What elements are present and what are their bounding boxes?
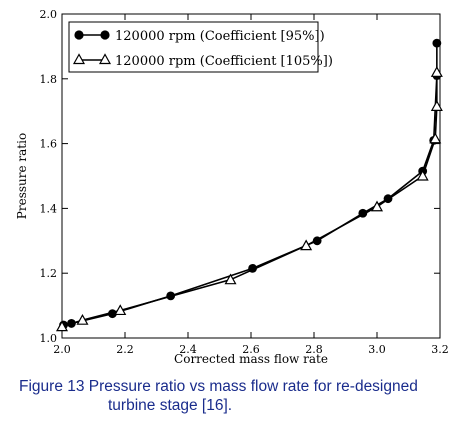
data-point-circle <box>67 319 76 328</box>
data-point-triangle <box>370 200 384 212</box>
x-tick-label: 2.0 <box>53 343 71 356</box>
data-point-circle <box>248 263 257 273</box>
data-point-triangle <box>55 320 69 332</box>
legend-circle-marker-right <box>100 30 110 40</box>
series-layer <box>55 38 443 332</box>
data-point-circle <box>358 208 368 218</box>
legend-triangle-marker-left <box>72 53 86 65</box>
x-tick-label: 2.2 <box>116 343 134 356</box>
x-tick-label: 2.8 <box>305 343 323 356</box>
legend-circle-marker-left <box>74 30 84 40</box>
x-axis-label: Corrected mass flow rate <box>174 352 328 366</box>
data-point-circle <box>432 38 442 48</box>
legend-label-95: 120000 rpm (Coefficient [95%]) <box>115 29 325 44</box>
legend: 120000 rpm (Coefficient [95%]) 120000 rp… <box>68 21 333 73</box>
x-tick-label: 3.0 <box>368 343 386 356</box>
y-tick-label: 1.0 <box>40 332 58 345</box>
caption-line-1: Figure 13 Pressure ratio vs mass flow ra… <box>19 378 418 395</box>
legend-triangle-marker-right <box>98 53 112 65</box>
y-tick-label: 1.6 <box>40 138 58 151</box>
series-line-1 <box>61 72 438 328</box>
data-point-triangle <box>430 100 443 111</box>
x-tick-label: 2.6 <box>242 343 260 356</box>
figure-caption: Figure 13 Pressure ratio vs mass flow ra… <box>19 377 467 415</box>
data-point-circle <box>108 309 117 319</box>
chart: 2.0 2.2 2.4 2.6 2.8 3.0 3.2 1.0 1.2 1.4 1.6 1.82.0 … <box>15 8 449 366</box>
data-point-triangle <box>430 66 443 77</box>
y-tick-label: 2.0 <box>40 8 58 21</box>
x-tick-label: 3.2 <box>431 343 449 356</box>
data-point-triangle <box>224 273 237 285</box>
data-point-triangle <box>429 132 442 144</box>
y-tick-label: 1.2 <box>40 267 58 280</box>
data-point-circle <box>383 194 393 204</box>
x-tick-label: 2.4 <box>179 343 197 356</box>
data-point-circle <box>166 291 176 301</box>
y-tick-label: 1.4 <box>40 202 58 215</box>
legend-label-105: 120000 rpm (Coefficient [105%]) <box>115 54 333 69</box>
data-point-triangle <box>76 313 89 325</box>
data-point-triangle <box>300 239 313 251</box>
data-point-triangle <box>114 304 127 316</box>
axis-ticks: 2.0 2.2 2.4 2.6 2.8 3.0 3.2 1.0 1.2 1.4 1.6 1.8 2.0 <box>40 8 449 356</box>
series-line-0 <box>63 43 438 326</box>
caption-line-2: turbine stage [16]. <box>108 397 233 414</box>
y-axis-label: Pressure ratio <box>15 133 29 219</box>
y-tick-label: 1.8 <box>40 73 58 86</box>
data-point-circle <box>312 236 322 246</box>
data-point-triangle <box>416 169 429 181</box>
